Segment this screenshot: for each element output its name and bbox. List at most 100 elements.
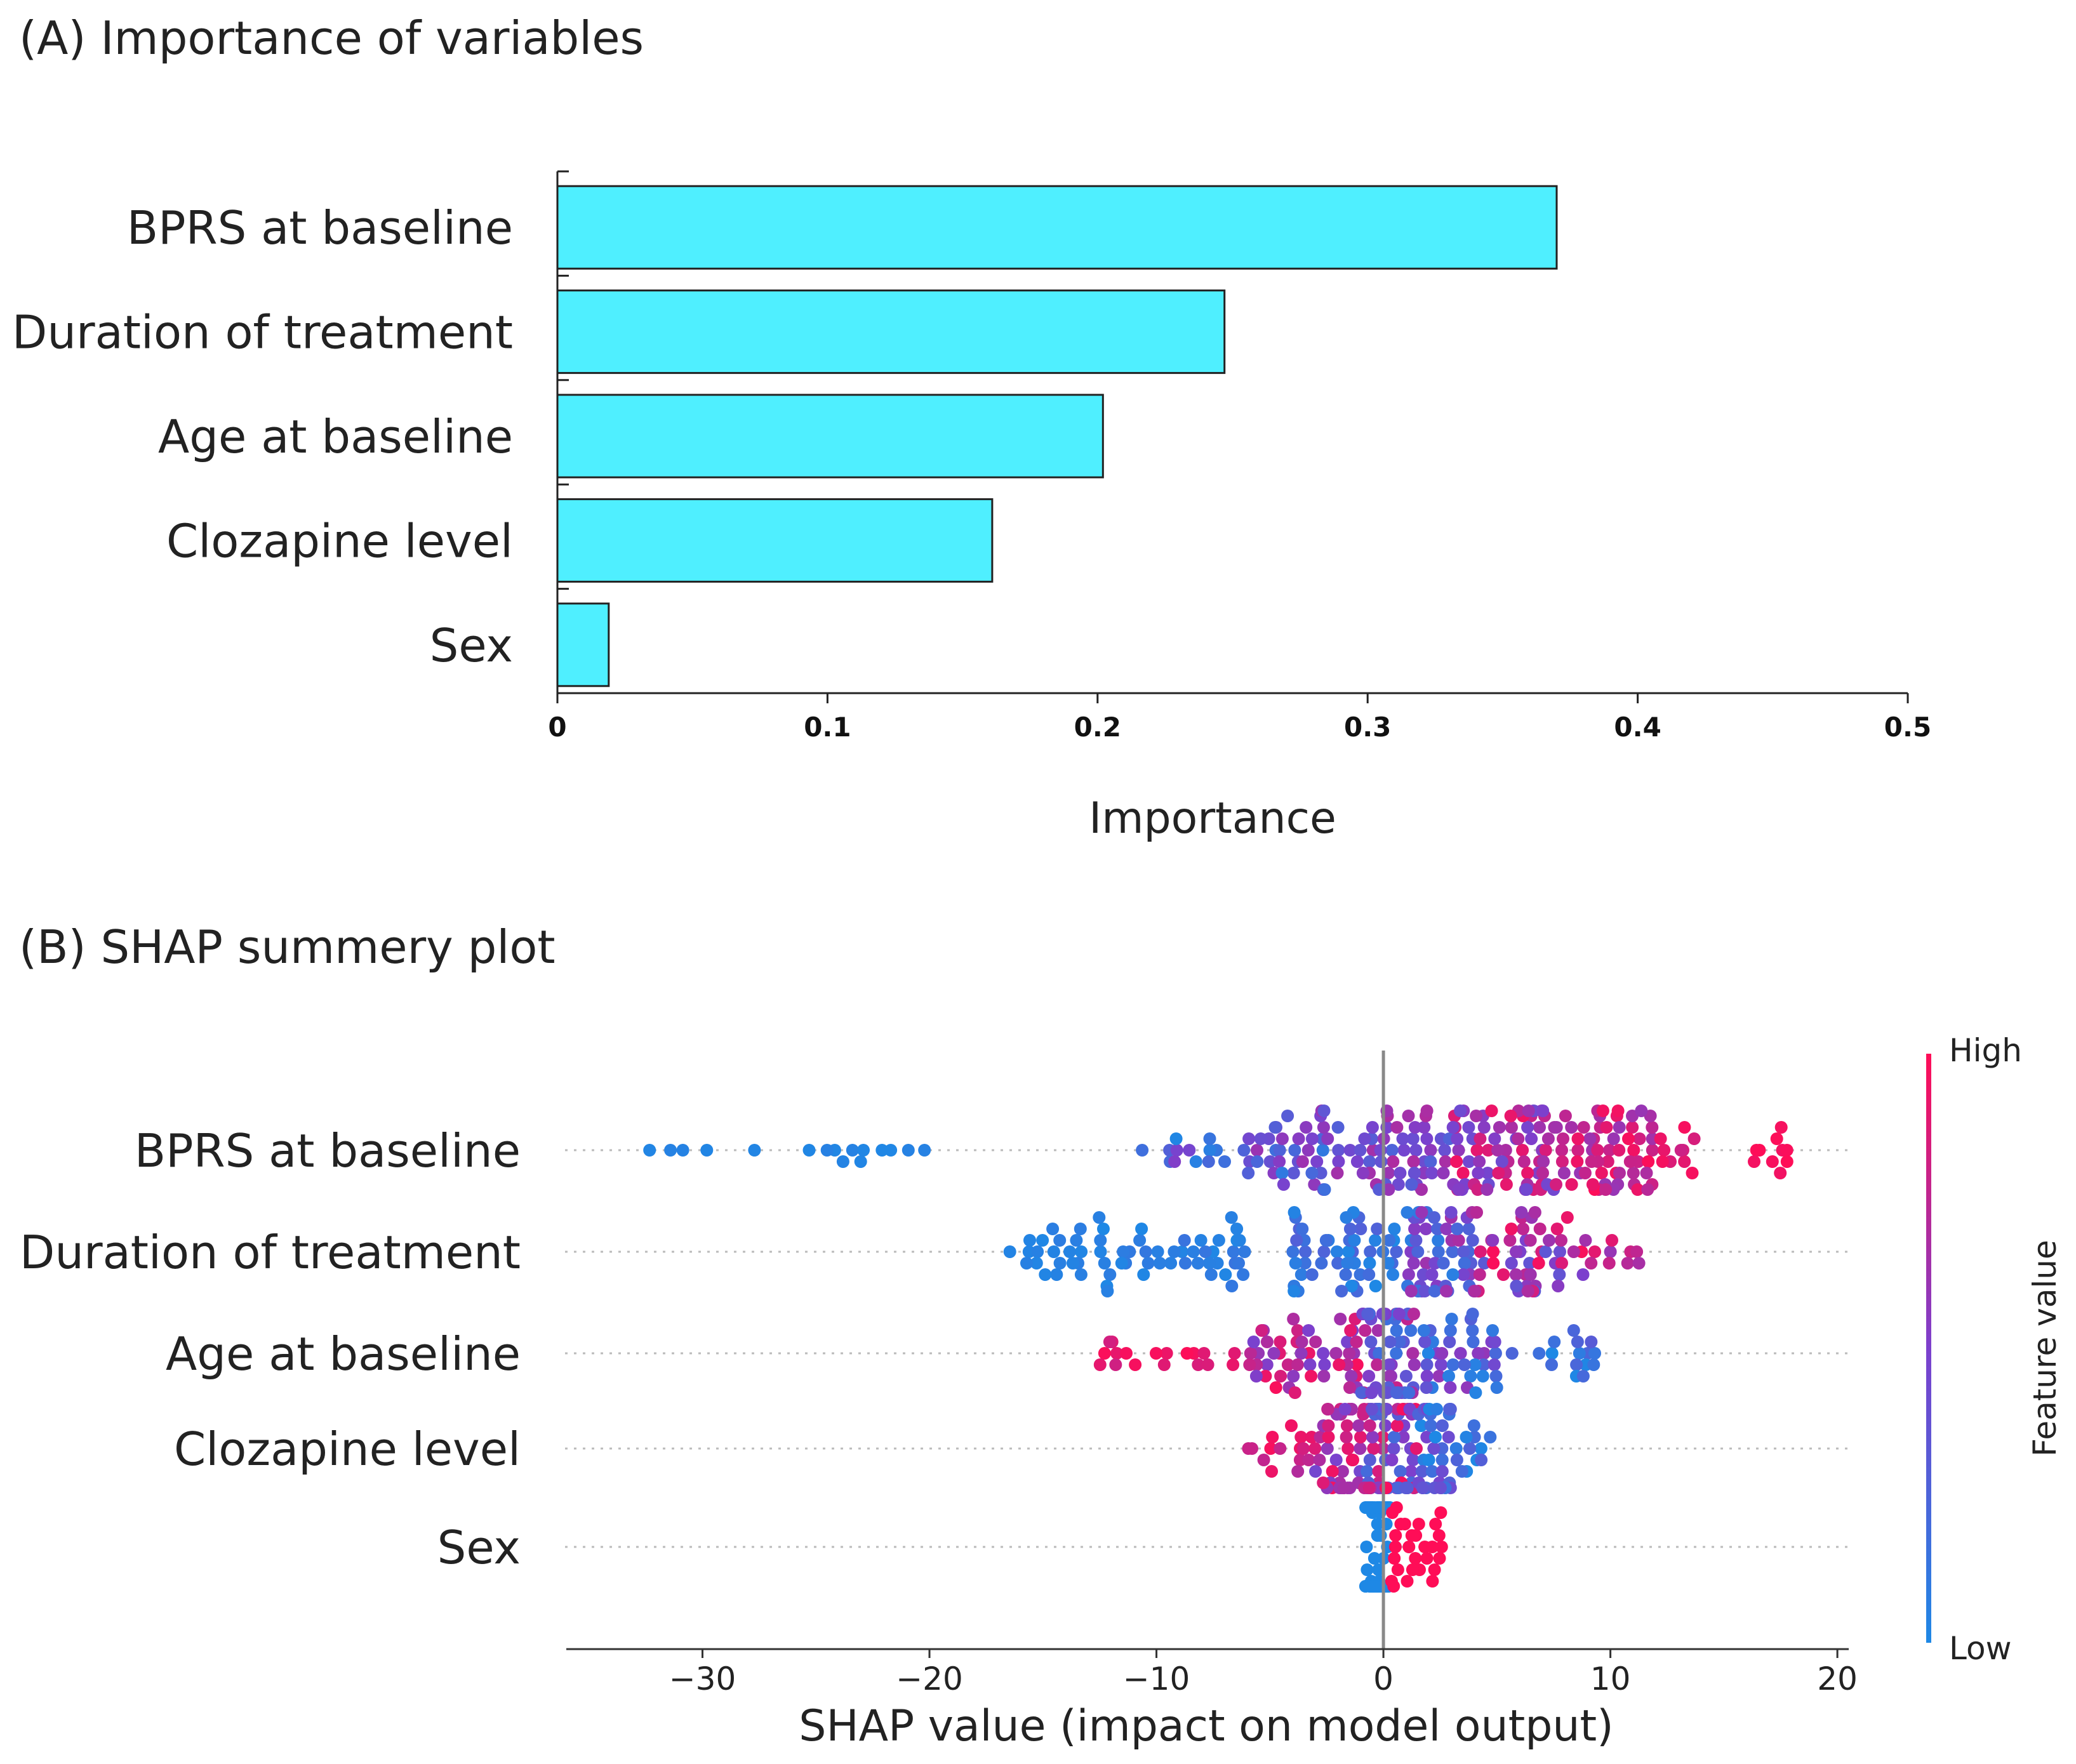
shap-point xyxy=(1451,1132,1464,1145)
shap-point xyxy=(1023,1234,1036,1247)
shap-point xyxy=(1646,1144,1659,1157)
shap-point xyxy=(643,1144,656,1157)
shap-point xyxy=(1591,1144,1604,1157)
shap-point xyxy=(1281,1110,1294,1122)
shap-point xyxy=(1402,1110,1415,1122)
shap-point xyxy=(1396,1132,1409,1145)
shap-point xyxy=(1452,1144,1465,1157)
bar-sex xyxy=(556,602,610,687)
shap-point xyxy=(1295,1336,1308,1348)
shap-point xyxy=(1318,1183,1331,1196)
shap-point xyxy=(1355,1386,1368,1399)
shap-point xyxy=(1383,1358,1395,1371)
shap-point xyxy=(1394,1167,1407,1179)
shap-point xyxy=(1237,1268,1250,1281)
shap-point xyxy=(1632,1257,1646,1270)
shap-point xyxy=(1748,1155,1760,1168)
shap-point xyxy=(1296,1155,1309,1168)
shap-point xyxy=(1286,1245,1300,1258)
shap-point xyxy=(1232,1257,1245,1270)
shap-point xyxy=(1314,1167,1327,1179)
shap-point xyxy=(1341,1257,1354,1270)
shap-point xyxy=(1383,1370,1396,1383)
bar-duration-of-treatment xyxy=(556,289,1226,375)
shap-point xyxy=(1439,1155,1452,1168)
shap-point xyxy=(1555,1234,1567,1247)
shap-point xyxy=(1473,1268,1486,1281)
shap-point xyxy=(1390,1386,1403,1399)
shap-point xyxy=(1466,1234,1479,1247)
shap-point xyxy=(1780,1144,1793,1157)
shap-point xyxy=(1487,1358,1501,1371)
shap-point xyxy=(1524,1268,1537,1281)
shap-point xyxy=(1774,1167,1787,1179)
shap-point xyxy=(1136,1144,1149,1157)
shap-point xyxy=(1242,1167,1255,1179)
shap-point xyxy=(1555,1257,1568,1270)
shap-point xyxy=(875,1144,889,1157)
shap-point xyxy=(1409,1552,1422,1565)
shap-point xyxy=(1212,1234,1225,1247)
shap-point xyxy=(1153,1257,1166,1270)
shap-point xyxy=(1260,1336,1274,1348)
shap-point xyxy=(1560,1211,1574,1224)
shap-point xyxy=(1093,1211,1106,1224)
shap-point xyxy=(1251,1155,1264,1168)
shap-point xyxy=(1074,1268,1088,1281)
shap-point xyxy=(1553,1268,1566,1281)
shap-point xyxy=(1642,1155,1655,1168)
shap-point xyxy=(1585,1336,1598,1348)
shap-point xyxy=(664,1144,677,1157)
y-label-age-at-baseline: Age at baseline xyxy=(166,1327,521,1381)
shap-point xyxy=(1414,1419,1428,1432)
shap-point xyxy=(1391,1563,1404,1576)
shap-point xyxy=(1536,1104,1550,1117)
shap-point xyxy=(1374,1144,1387,1157)
shap-point xyxy=(1433,1552,1446,1565)
shap-point xyxy=(1420,1431,1434,1443)
shap-point xyxy=(676,1144,689,1157)
panel-b-title: (B) SHAP summery plot xyxy=(19,920,556,974)
shap-point xyxy=(1179,1257,1192,1270)
shap-point xyxy=(1066,1257,1079,1270)
shap-point xyxy=(1533,1223,1547,1235)
shap-point xyxy=(1347,1454,1359,1466)
shap-point xyxy=(1533,1347,1546,1360)
shap-point xyxy=(1372,1563,1385,1576)
shap-point xyxy=(1354,1223,1367,1235)
shap-point xyxy=(1201,1358,1214,1371)
shap-point xyxy=(1053,1234,1067,1247)
shap-point xyxy=(1299,1245,1312,1258)
shap-point xyxy=(1352,1419,1366,1432)
shap-point xyxy=(1559,1110,1572,1122)
shap-point xyxy=(1296,1223,1309,1235)
shap-point xyxy=(1588,1347,1601,1360)
shap-point xyxy=(1390,1121,1404,1134)
shap-point xyxy=(1388,1541,1402,1553)
shap-point xyxy=(1151,1245,1164,1258)
shap-point xyxy=(1432,1529,1446,1542)
shap-point xyxy=(1478,1257,1491,1270)
shap-point xyxy=(1340,1211,1353,1224)
shap-point xyxy=(1431,1223,1444,1235)
shap-point xyxy=(1475,1454,1488,1466)
shap-point xyxy=(1505,1257,1518,1270)
shap-point xyxy=(1467,1419,1480,1432)
shap-point xyxy=(1227,1245,1240,1258)
shap-point xyxy=(1263,1155,1277,1168)
shap-point xyxy=(1364,1336,1378,1348)
shap-point xyxy=(1482,1144,1495,1157)
shap-point xyxy=(1290,1234,1303,1247)
shap-point xyxy=(1766,1155,1779,1168)
shap-point xyxy=(1277,1178,1290,1191)
shap-point xyxy=(1115,1257,1128,1270)
shap-point xyxy=(1291,1465,1305,1478)
x-tick-label: 0 xyxy=(1373,1661,1394,1697)
shap-point xyxy=(1335,1285,1348,1297)
shap-point xyxy=(1194,1234,1208,1247)
shap-point xyxy=(1477,1121,1491,1134)
shap-point xyxy=(1350,1358,1364,1371)
shap-point xyxy=(1367,1552,1381,1565)
shap-point xyxy=(1429,1431,1442,1443)
shap-point xyxy=(1442,1431,1455,1443)
